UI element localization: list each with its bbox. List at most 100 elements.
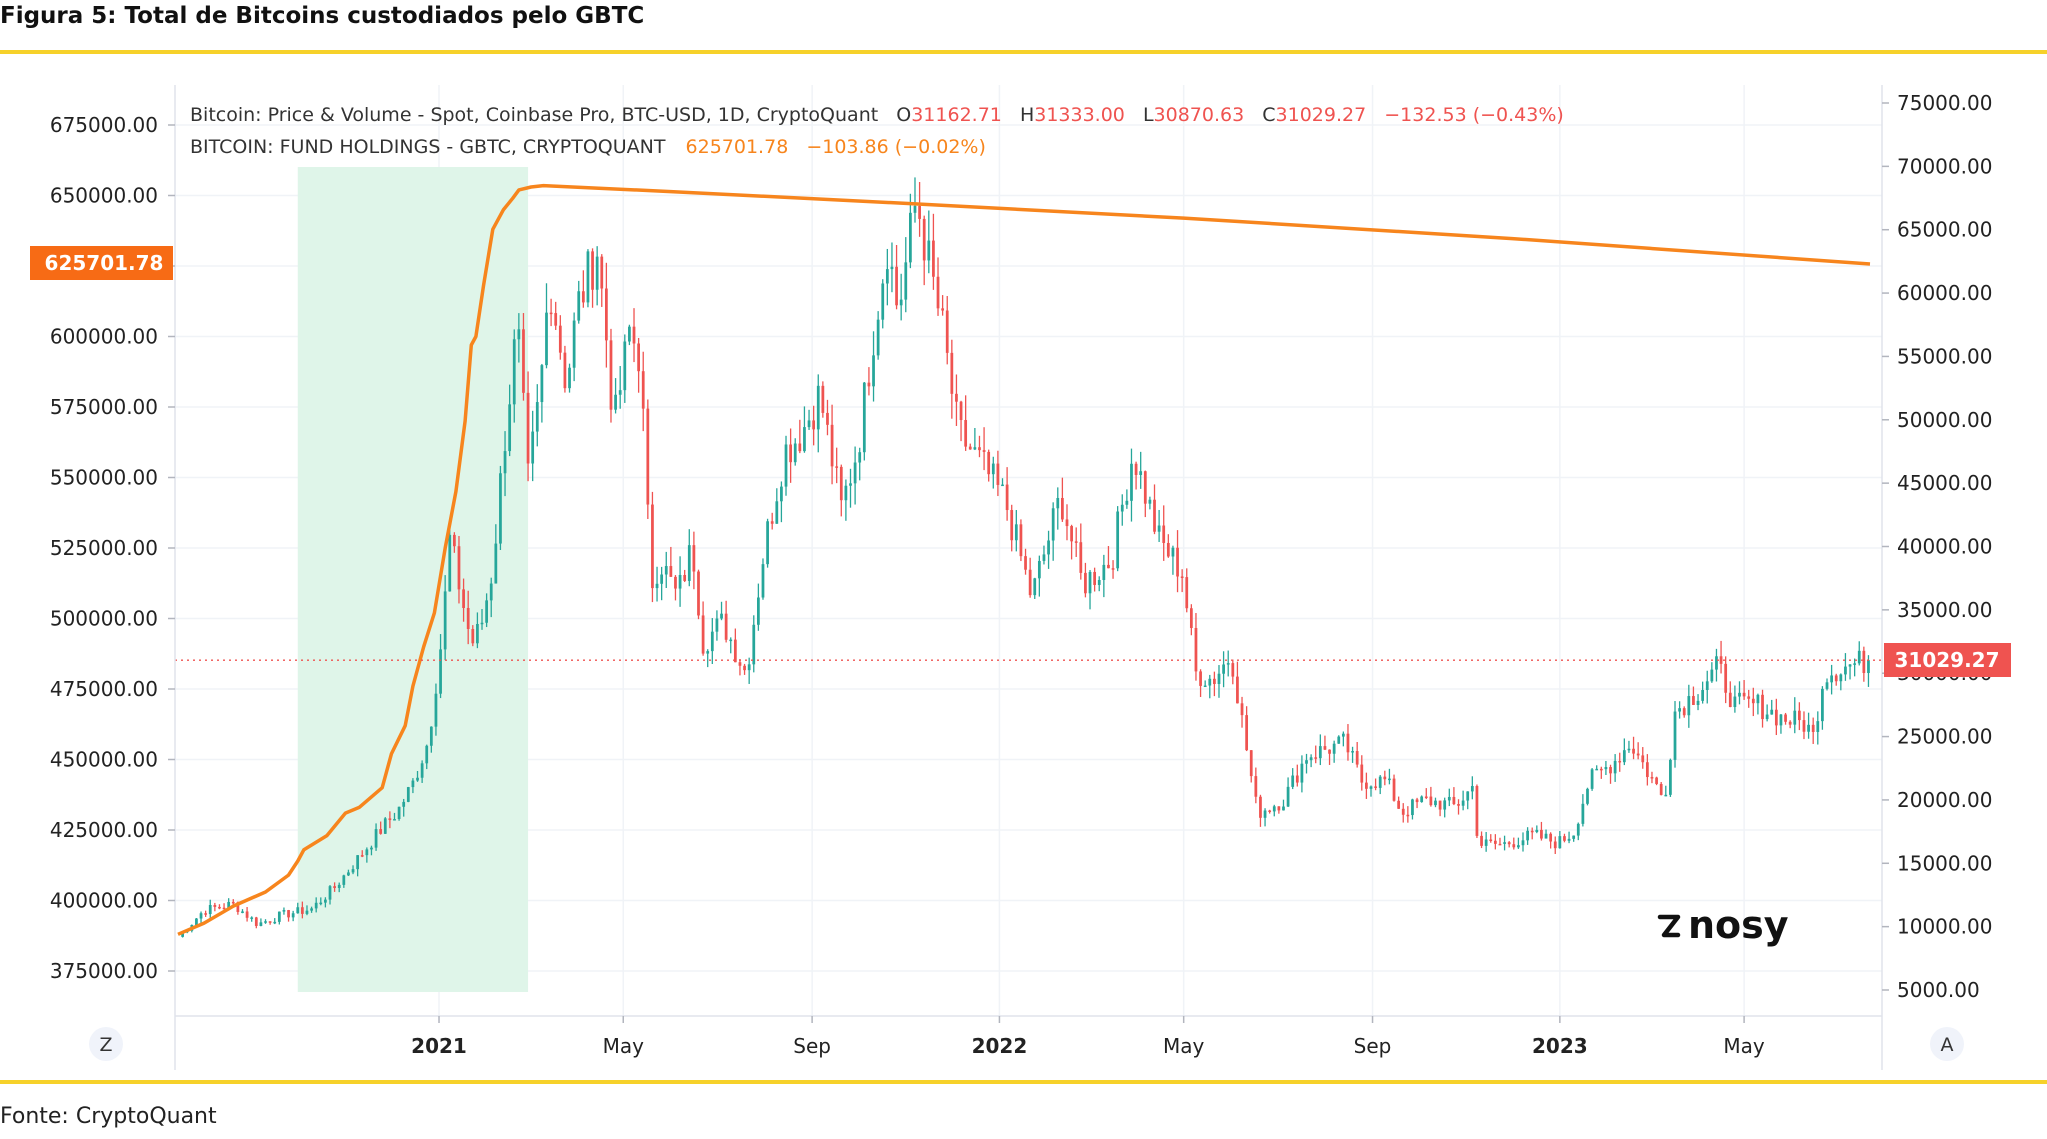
candle <box>1125 489 1129 509</box>
candle <box>1420 795 1424 803</box>
left-tick-label: 575000.00 <box>50 395 158 419</box>
legend-high-label: H <box>1020 104 1034 126</box>
candle-body <box>968 446 972 450</box>
candle <box>1378 775 1382 795</box>
candle-body <box>1374 786 1377 788</box>
candle-body <box>1521 840 1525 846</box>
candle <box>1664 785 1668 797</box>
x-tick-label: Sep <box>1354 1034 1392 1058</box>
candle <box>1645 754 1649 786</box>
candle-body <box>803 427 806 452</box>
candle <box>411 778 415 794</box>
candle-body <box>1687 696 1691 716</box>
candle <box>1272 804 1276 817</box>
candle-body <box>996 463 1000 485</box>
candle-body <box>1217 673 1221 684</box>
candle-body <box>1756 694 1760 704</box>
candle <box>1655 776 1658 786</box>
candle-body <box>743 665 746 671</box>
candle <box>1001 478 1004 487</box>
candle <box>1300 755 1304 793</box>
legend-line-2: BITCOIN: FUND HOLDINGS - GBTC, CRYPTOQUA… <box>190 136 986 158</box>
candle-body <box>1830 675 1833 683</box>
candle-body <box>1254 776 1258 797</box>
candle <box>849 468 852 508</box>
candle-body <box>208 905 212 915</box>
candle-body <box>1535 829 1539 832</box>
axis-z-button[interactable]: Z <box>89 1027 123 1061</box>
candle <box>1318 734 1322 766</box>
candle <box>1355 742 1359 768</box>
candle-body <box>729 639 733 642</box>
candle <box>489 577 493 618</box>
candle <box>1286 777 1290 808</box>
candle <box>1208 674 1212 699</box>
candle <box>1742 680 1746 700</box>
candle <box>932 213 935 290</box>
candle-body <box>1857 650 1861 664</box>
candle <box>1268 809 1272 814</box>
candle-body <box>1553 841 1557 849</box>
candle <box>1738 681 1741 705</box>
candle-body <box>319 902 323 905</box>
candle <box>443 575 447 661</box>
candle <box>1254 767 1258 804</box>
candle <box>1627 740 1631 753</box>
candle-body <box>282 910 286 912</box>
candle-body <box>614 394 617 410</box>
candle-body <box>383 818 387 834</box>
candle <box>264 919 267 924</box>
candle <box>512 329 516 423</box>
candle <box>1632 736 1635 760</box>
candle <box>383 817 387 834</box>
candle <box>1507 841 1511 848</box>
candle <box>1498 837 1502 846</box>
candle <box>1438 800 1442 817</box>
candle <box>1544 829 1548 839</box>
candle-body <box>1581 803 1585 824</box>
candle <box>1530 827 1534 840</box>
candle <box>1180 569 1184 593</box>
nosy-logo: nosy <box>1657 903 1789 947</box>
candle-body <box>370 847 373 850</box>
candle <box>1346 724 1350 761</box>
candle-body <box>1369 786 1373 789</box>
candle-body <box>406 787 410 802</box>
candle <box>347 869 350 877</box>
candle <box>1203 680 1207 688</box>
candle <box>964 395 968 451</box>
candle-body <box>821 385 825 413</box>
candle-body <box>1493 840 1497 844</box>
candle <box>1784 712 1787 725</box>
left-tick-label: 425000.00 <box>50 818 158 842</box>
candle-body <box>1761 694 1764 720</box>
candle-body <box>1240 703 1244 716</box>
candle <box>1811 717 1815 744</box>
candle-body <box>895 266 898 306</box>
candle <box>803 406 806 453</box>
candle-body <box>1540 829 1543 839</box>
candle <box>1692 686 1695 706</box>
candle-body <box>766 521 769 565</box>
right-tick-label: 70000.00 <box>1897 154 1992 178</box>
candle-body <box>1194 628 1198 672</box>
x-tick-label: May <box>1723 1034 1765 1058</box>
candle-body <box>1586 788 1589 804</box>
x-tick-label: 2023 <box>1532 1034 1588 1058</box>
candle <box>784 435 788 496</box>
candle <box>213 902 217 912</box>
candle <box>600 254 604 307</box>
candle-body <box>853 462 857 484</box>
candle-body <box>1014 524 1018 541</box>
candle-body <box>489 583 493 601</box>
candle <box>697 569 700 620</box>
candle <box>1024 548 1027 575</box>
axis-auto-button[interactable]: A <box>1930 1027 1964 1061</box>
candle <box>1765 704 1769 722</box>
legend-series-1-name: Bitcoin: Price & Volume - Spot, Coinbase… <box>190 104 878 126</box>
candle <box>1263 808 1267 827</box>
candle-body <box>1774 709 1778 726</box>
candle-body <box>416 777 419 781</box>
candle <box>204 910 208 917</box>
